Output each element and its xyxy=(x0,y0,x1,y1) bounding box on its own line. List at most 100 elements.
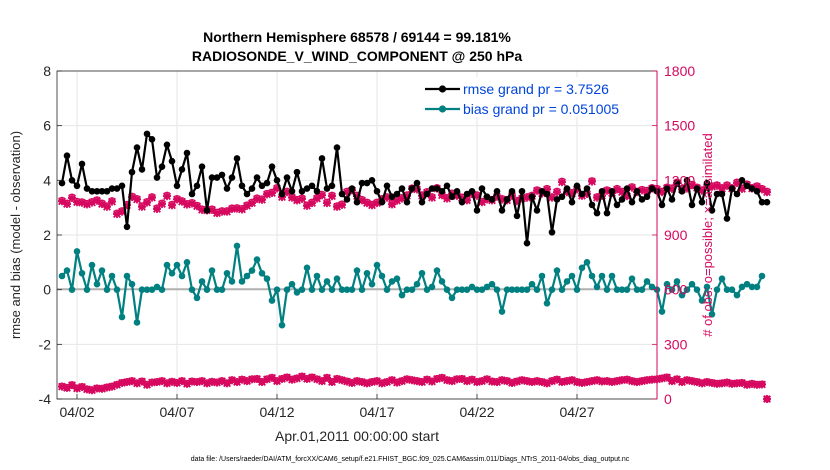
rmse-point xyxy=(388,193,396,201)
rmse-point xyxy=(563,185,571,192)
rmse-point xyxy=(413,179,421,187)
bias-point xyxy=(128,280,136,288)
legend: rmse grand pr = 3.7526 bias grand pr = 0… xyxy=(418,77,652,117)
bias-point xyxy=(273,286,281,293)
bias-point xyxy=(633,286,641,293)
bias-point xyxy=(178,272,186,280)
y-right-tick-label: 1200 xyxy=(664,172,695,188)
rmse-point xyxy=(463,190,471,198)
obs-assimilated-point xyxy=(318,191,326,200)
bias-point xyxy=(318,286,326,293)
obs-assimilated-point xyxy=(763,188,771,197)
rmse-point xyxy=(453,187,461,195)
bias-point xyxy=(628,275,636,283)
rmse-point xyxy=(488,196,496,203)
obs-assimilated-point xyxy=(573,378,581,387)
rmse-point xyxy=(423,190,431,198)
rmse-point xyxy=(553,196,561,203)
rmse-point xyxy=(78,160,86,168)
bias-point xyxy=(68,286,76,293)
bias-point xyxy=(333,275,341,283)
bias-point xyxy=(583,259,591,266)
obs-assimilated-point xyxy=(328,192,336,201)
rmse-point xyxy=(513,212,521,220)
rmse-point xyxy=(143,130,151,138)
bias-point xyxy=(683,286,691,293)
bias-point xyxy=(263,275,271,283)
rmse-point xyxy=(543,190,551,198)
bias-point xyxy=(423,286,431,293)
rmse-point xyxy=(548,228,556,236)
rmse-point xyxy=(213,174,221,181)
bias-point xyxy=(543,300,551,307)
bias-point xyxy=(548,286,556,293)
rmse-point xyxy=(68,177,76,184)
bias-point xyxy=(133,319,141,326)
rmse-point xyxy=(238,182,246,190)
bias-point xyxy=(658,308,666,315)
bias-point xyxy=(303,264,311,272)
bias-point xyxy=(158,286,166,293)
bias-point xyxy=(163,261,171,269)
bias-point xyxy=(568,272,576,280)
bias-point xyxy=(748,283,756,291)
obs-assimilated-point xyxy=(108,197,116,206)
bias-point xyxy=(108,272,116,280)
rmse-point xyxy=(288,187,296,195)
bias-point xyxy=(753,283,761,291)
rmse-point xyxy=(338,190,346,198)
bias-point xyxy=(268,297,276,304)
bias-point xyxy=(113,286,121,293)
y-right-tick-label: 900 xyxy=(664,227,688,243)
bias-point xyxy=(353,267,361,274)
rmse-point xyxy=(403,198,411,206)
rmse-point xyxy=(708,207,716,214)
bias-point xyxy=(168,269,176,277)
rmse-point xyxy=(348,185,356,192)
bias-point xyxy=(723,286,731,293)
y-left-tick-label: 0 xyxy=(43,282,51,298)
obs-assimilated-point xyxy=(313,194,321,203)
rmse-line xyxy=(60,132,767,245)
rmse-point xyxy=(578,190,586,198)
rmse-point xyxy=(418,198,426,206)
bias-point xyxy=(623,286,631,293)
rmse-point xyxy=(283,174,291,181)
bias-point xyxy=(78,269,86,277)
y-axis-left: -4 -2 0 2 4 6 8 xyxy=(39,63,62,407)
bias-point xyxy=(398,291,406,299)
obs-assimilated-point xyxy=(713,181,721,190)
obs-assimilated-point xyxy=(323,199,331,208)
chart-title-line2: RADIOSONDE_V_WIND_COMPONENT @ 250 hPa xyxy=(192,48,522,64)
bias-point xyxy=(433,267,441,274)
bias-point xyxy=(443,286,451,293)
y-axis-left-label: rmse and bias (model - observation) xyxy=(8,131,23,339)
obs-assimilated-point xyxy=(248,199,256,208)
bias-point xyxy=(73,248,81,255)
y-axis-right: 0 300 600 900 1200 1500 1800 xyxy=(652,63,695,407)
rmse-point xyxy=(458,198,466,206)
obs-assimilated-point xyxy=(408,376,416,385)
x-tick-label: 04/12 xyxy=(259,404,294,420)
rmse-point xyxy=(398,185,406,192)
obs-assimilated-point xyxy=(483,375,491,384)
rmse-point xyxy=(763,198,771,206)
bias-point xyxy=(758,272,766,280)
bias-point xyxy=(718,275,726,283)
rmse-point xyxy=(183,149,191,157)
obs-assimilated-point xyxy=(553,188,561,197)
rmse-point xyxy=(158,163,166,170)
rmse-point xyxy=(203,207,211,214)
rmse-point xyxy=(263,179,271,187)
bias-point xyxy=(413,280,421,288)
rmse-point xyxy=(58,179,66,187)
bias-point xyxy=(198,278,206,285)
bias-point xyxy=(148,286,156,293)
bias-point xyxy=(328,286,336,293)
bias-point xyxy=(118,313,126,321)
bias-point xyxy=(673,278,681,285)
rmse-point xyxy=(528,193,536,201)
bias-point xyxy=(508,286,516,293)
rmse-point xyxy=(153,174,161,181)
bias-point xyxy=(513,286,521,293)
